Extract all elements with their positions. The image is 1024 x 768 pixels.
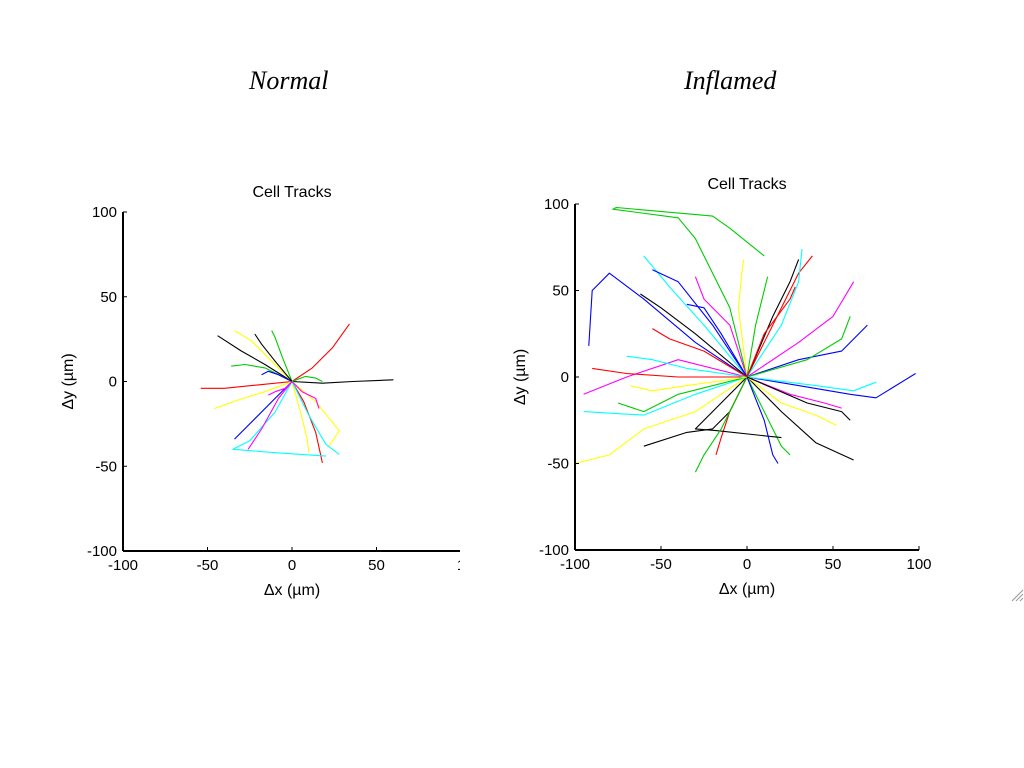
x-tick-label: -100 <box>108 557 138 574</box>
cell-track-29 <box>694 376 748 473</box>
resize-grip-icon[interactable] <box>1008 586 1024 602</box>
track-group <box>574 206 916 473</box>
x-tick-label: 1 <box>457 557 460 574</box>
cell-track-19 <box>291 375 323 383</box>
y-tick-label: 50 <box>100 289 117 306</box>
inflamed-cell-tracks-chart: -100 -50 0 50 100 -100 -50 0 50 100 Cell Tracks Δx … <box>512 176 932 598</box>
cell-track-3 <box>746 373 916 399</box>
cell-track-10 <box>291 381 310 453</box>
cell-track-23 <box>746 376 837 426</box>
y-tick-label: -100 <box>539 542 569 559</box>
cell-track-30 <box>629 376 748 392</box>
cell-track-20 <box>268 381 293 396</box>
cell-track-5 <box>217 335 293 382</box>
cell-track-18 <box>617 376 748 413</box>
x-axis-label: Δx (µm) <box>264 582 320 599</box>
cell-track-17 <box>737 259 748 378</box>
cell-track-12 <box>694 376 782 439</box>
cell-track-17 <box>261 370 293 382</box>
y-tick-label: 100 <box>92 204 117 221</box>
cell-track-16 <box>291 381 320 409</box>
x-tick-label: 50 <box>825 556 842 573</box>
x-tick-label: -50 <box>650 556 672 573</box>
cell-track-21 <box>640 293 748 378</box>
cell-track-15 <box>746 255 813 378</box>
cell-track-35 <box>746 276 769 378</box>
x-tick-label: 100 <box>906 556 931 573</box>
cell-track-15 <box>247 381 293 450</box>
y-tick-label: 100 <box>544 196 569 213</box>
y-tick-label: 0 <box>561 369 569 386</box>
cell-track-4 <box>746 376 854 461</box>
cell-track-36 <box>746 286 796 378</box>
cell-track-8 <box>583 376 748 416</box>
cell-track-2 <box>291 323 350 382</box>
cell-track-11 <box>746 376 791 456</box>
cell-track-24 <box>694 276 748 378</box>
chart-title: Cell Tracks <box>252 184 331 201</box>
cell-track-19 <box>592 367 747 378</box>
cell-track-1 <box>291 379 394 384</box>
cell-track-25 <box>626 355 748 378</box>
x-tick-label: -100 <box>560 556 590 573</box>
cell-track-13 <box>232 381 326 457</box>
cell-track-12 <box>271 330 293 382</box>
y-axis-label: Δy (µm) <box>512 349 529 405</box>
cell-track-1 <box>612 206 765 378</box>
y-tick-label: -50 <box>547 456 569 473</box>
cell-track-14 <box>291 381 340 455</box>
cell-track-31 <box>746 376 842 409</box>
y-tick-label: -50 <box>95 458 117 475</box>
cell-track-26 <box>746 376 779 464</box>
cell-track-27 <box>746 259 800 378</box>
cell-track-7 <box>214 380 293 410</box>
cell-track-9 <box>291 381 340 447</box>
cell-track-18 <box>254 333 293 382</box>
x-tick-label: -50 <box>197 557 219 574</box>
cell-track-6 <box>234 381 293 440</box>
x-tick-label: 0 <box>743 556 751 573</box>
normal-cell-tracks-chart: -100 -50 0 50 1 -100 -50 0 50 100 Cell Tracks Δx (µ… <box>60 184 460 599</box>
cell-track-22 <box>746 316 851 378</box>
x-tick-label: 0 <box>288 557 296 574</box>
cell-track-20 <box>746 324 868 378</box>
cell-track-3 <box>200 380 293 389</box>
normal-heading: Normal <box>249 66 329 95</box>
cell-track-8 <box>234 330 293 382</box>
cell-track-13 <box>583 359 748 395</box>
cell-track-14 <box>652 269 748 378</box>
inflamed-heading: Inflamed <box>684 66 777 95</box>
x-axis-label: Δx (µm) <box>719 581 775 598</box>
x-tick-label: 50 <box>368 557 385 574</box>
track-group <box>200 323 394 464</box>
cell-track-5 <box>588 272 748 378</box>
cell-track-2 <box>574 376 748 465</box>
y-tick-label: -100 <box>87 543 117 560</box>
cell-track-28 <box>652 328 748 378</box>
cell-track-34 <box>746 376 851 421</box>
y-tick-label: 50 <box>552 283 569 300</box>
cell-track-32 <box>746 376 877 392</box>
cell-track-16 <box>746 248 803 378</box>
y-tick-label: 0 <box>109 374 117 391</box>
cell-track-33 <box>686 303 748 378</box>
chart-title: Cell Tracks <box>707 176 786 193</box>
cell-track-10 <box>715 376 748 456</box>
cell-track-9 <box>746 281 855 378</box>
y-axis-label: Δy (µm) <box>60 353 77 409</box>
